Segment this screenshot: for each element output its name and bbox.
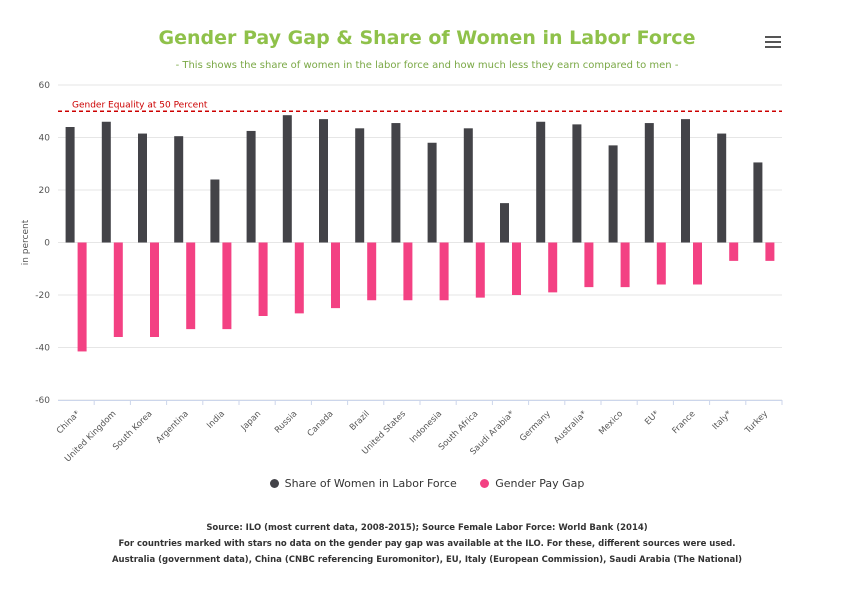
legend-marker-labor-force xyxy=(269,479,279,488)
x-tick-label: France xyxy=(671,409,698,436)
y-tick-label: -60 xyxy=(35,396,50,406)
x-tick-label: Germany xyxy=(518,409,553,444)
bar-labor-force xyxy=(717,133,727,243)
bar-labor-force xyxy=(355,128,365,243)
legend-marker-pay-gap xyxy=(480,479,490,488)
bar-pay-gap xyxy=(656,242,666,285)
y-tick-label: -40 xyxy=(35,344,50,354)
x-tick-label: Turkey xyxy=(743,409,770,436)
bar-labor-force xyxy=(681,119,690,243)
bar-pay-gap xyxy=(367,242,377,301)
x-tick-label: EU* xyxy=(643,409,661,427)
y-tick-label: 40 xyxy=(39,134,51,144)
x-tick-label: Argentina xyxy=(154,409,190,445)
plot-line-label: Gender Equality at 50 Percent xyxy=(72,100,208,110)
legend-label-pay-gap: Gender Pay Gap xyxy=(495,477,585,490)
bar-labor-force xyxy=(536,121,546,243)
bar-pay-gap xyxy=(729,242,739,261)
bar-labor-force xyxy=(319,119,328,243)
bar-pay-gap xyxy=(113,242,123,337)
x-tick-label: India xyxy=(205,409,227,431)
x-tick-label: Brazil xyxy=(348,409,372,433)
bar-pay-gap xyxy=(620,242,630,288)
source-line-3: Australia (government data), China (CNBC… xyxy=(111,555,743,565)
bar-labor-force xyxy=(101,121,111,243)
bar-labor-force xyxy=(608,145,618,243)
bar-pay-gap xyxy=(222,242,232,330)
bar-pay-gap xyxy=(150,242,159,337)
bar-pay-gap xyxy=(186,242,196,330)
bar-labor-force xyxy=(174,136,184,243)
y-tick-label: 60 xyxy=(39,81,51,91)
source-line-2: For countries marked with stars no data … xyxy=(118,539,736,549)
legend: Share of Women in Labor Force Gender Pay… xyxy=(0,477,854,490)
bar-labor-force xyxy=(753,162,763,243)
bar-pay-gap xyxy=(294,242,304,314)
legend-item-labor-force[interactable]: Share of Women in Labor Force xyxy=(269,477,457,490)
y-tick-label: 0 xyxy=(44,239,50,249)
bar-labor-force xyxy=(246,130,256,243)
x-tick-label: China* xyxy=(55,409,82,436)
bar-labor-force xyxy=(427,142,437,243)
bar-labor-force xyxy=(500,203,509,243)
x-tick-label: Australia* xyxy=(552,409,589,446)
chart-title: Gender Pay Gap & Share of Women in Labor… xyxy=(158,27,696,49)
x-tick-label: Russia xyxy=(273,409,299,435)
bar-pay-gap xyxy=(475,242,485,298)
bar-pay-gap xyxy=(512,242,521,295)
bar-labor-force xyxy=(210,179,220,243)
legend-item-pay-gap[interactable]: Gender Pay Gap xyxy=(480,477,584,490)
bar-labor-force xyxy=(572,124,582,243)
bar-pay-gap xyxy=(403,242,413,301)
bar-pay-gap xyxy=(693,242,702,285)
bar-labor-force xyxy=(644,123,654,243)
bar-pay-gap xyxy=(77,242,87,352)
y-axis-title: in percent xyxy=(21,219,31,265)
x-tick-label: Japan xyxy=(239,409,264,434)
bar-pay-gap xyxy=(548,242,558,293)
bar-labor-force xyxy=(65,127,75,243)
x-tick-label: Mexico xyxy=(597,409,625,437)
bar-labor-force xyxy=(138,133,147,243)
bar-pay-gap xyxy=(439,242,449,301)
y-tick-label: -20 xyxy=(35,291,50,301)
bar-pay-gap xyxy=(765,242,775,261)
x-tick-label: Indonesia xyxy=(408,409,444,445)
x-tick-label: Canada xyxy=(306,409,336,439)
chart-subtitle: - This shows the share of women in the l… xyxy=(175,60,679,71)
menu-icon[interactable] xyxy=(765,36,781,50)
bar-labor-force xyxy=(282,115,292,243)
bar-labor-force xyxy=(463,128,473,243)
x-tick-label: Italy* xyxy=(711,409,734,432)
bar-labor-force xyxy=(391,123,401,243)
source-line-1: Source: ILO (most current data, 2008-201… xyxy=(206,523,648,533)
bar-pay-gap xyxy=(584,242,594,288)
source-note: Source: ILO (most current data, 2008-201… xyxy=(0,520,854,568)
y-tick-label: 20 xyxy=(39,186,51,196)
legend-label-labor-force: Share of Women in Labor Force xyxy=(284,477,457,490)
bar-pay-gap xyxy=(258,242,268,316)
bar-pay-gap xyxy=(331,242,340,309)
